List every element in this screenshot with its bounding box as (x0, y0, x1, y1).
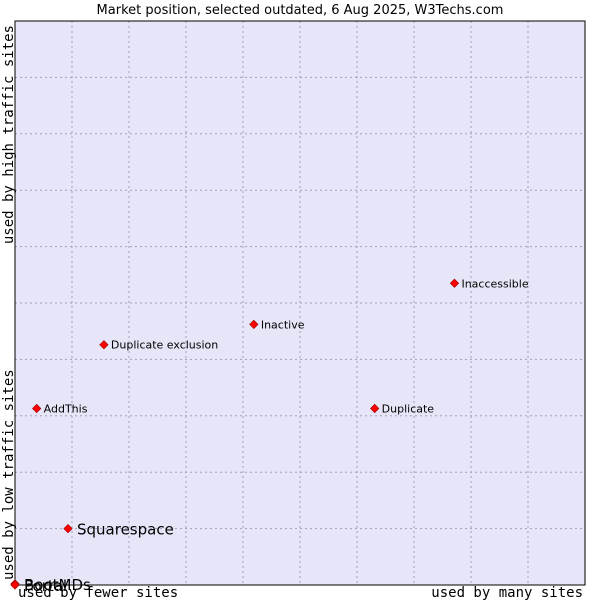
data-point-marker (99, 340, 109, 350)
y-axis-label-bottom: used by low traffic sites (1, 369, 17, 580)
grid-lines (15, 21, 585, 585)
data-points: Inaccessible Inactive Duplicate exclusion A… (10, 277, 529, 595)
data-point-label: AddThis (44, 402, 88, 415)
y-axis-label-top: used by high traffic sites (1, 25, 17, 244)
data-point-label: Inaccessible (461, 277, 528, 290)
data-point-marker (449, 278, 460, 288)
data-point-label: Duplicate exclusion (111, 339, 218, 352)
data-point-label: Duplicate (382, 402, 435, 415)
data-point-marker (249, 319, 259, 330)
data-point-marker (32, 403, 42, 414)
chart-title: Market position, selected outdated, 6 Au… (97, 3, 504, 18)
x-axis-label-right: used by many sites (431, 585, 583, 600)
data-point-label: BootMDs (24, 576, 91, 594)
data-point-marker (63, 523, 73, 534)
x-axis-label-left: used by fewer sites (18, 585, 178, 600)
data-point-label: Inactive (261, 318, 305, 331)
plot-border (14, 20, 586, 586)
data-point-marker (10, 580, 20, 590)
data-point-label: Portal (24, 577, 67, 595)
data-point-marker (370, 403, 380, 414)
data-point-label: Squarespace (77, 521, 174, 539)
